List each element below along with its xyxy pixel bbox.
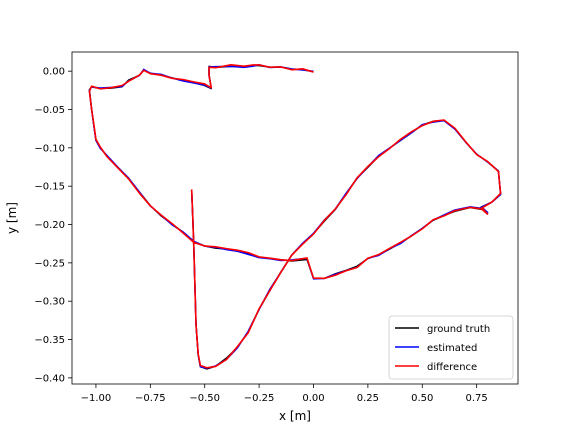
legend-entry: ground truth (427, 324, 490, 335)
y-tick-label: 0.00 (43, 67, 65, 78)
y-tick-label: −0.15 (34, 182, 65, 193)
axes-frame (71, 51, 519, 385)
y-tick-label: −0.40 (34, 373, 65, 384)
legend-entry: difference (427, 362, 477, 373)
x-tick-label: 0.75 (466, 393, 488, 404)
x-tick-label: −0.75 (135, 393, 166, 404)
y-tick-label: −0.25 (34, 258, 65, 269)
legend: ground truth estimated difference (388, 315, 514, 380)
x-tick-label: 0.25 (357, 393, 379, 404)
x-axis: −1.00 −0.75 −0.50 −0.25 0.00 0.25 0.50 0.75 (81, 384, 488, 404)
x-tick-label: 0.50 (411, 393, 433, 404)
y-tick-label: −0.05 (34, 105, 65, 116)
y-axis-label: y [m] (5, 202, 19, 234)
y-tick-label: −0.10 (34, 143, 65, 154)
x-tick-label: −0.25 (244, 393, 275, 404)
y-axis: 0.00 −0.05 −0.10 −0.15 −0.20 −0.25 −0.30 −0.35 −… (34, 67, 72, 384)
series-line-difference (88, 64, 502, 369)
x-axis-label: x [m] (279, 409, 311, 423)
x-tick-label: 0.00 (302, 393, 324, 404)
x-tick-label: −1.00 (81, 393, 112, 404)
y-tick-label: −0.20 (34, 220, 65, 231)
legend-entry: estimated (427, 343, 477, 354)
y-tick-label: −0.30 (34, 297, 65, 308)
legend-box (388, 315, 514, 380)
y-tick-label: −0.35 (34, 335, 65, 346)
x-tick-label: −0.50 (189, 393, 220, 404)
